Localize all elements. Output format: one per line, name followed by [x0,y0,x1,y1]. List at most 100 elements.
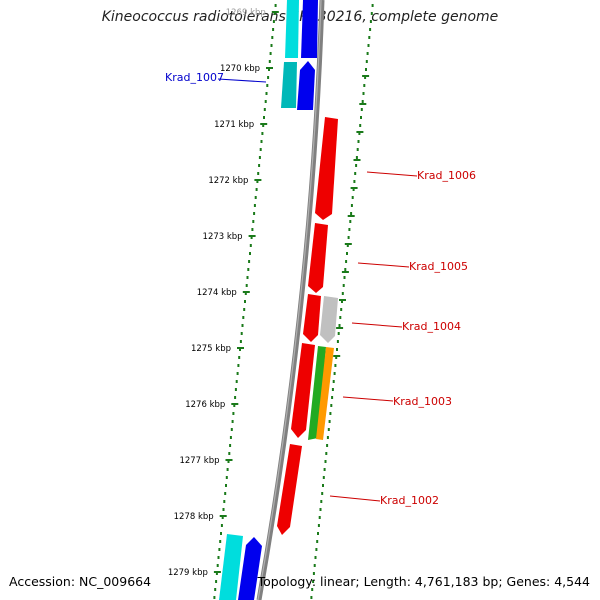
ruler-minor-tick [341,271,349,273]
gene-blue-bottom[interactable] [238,537,262,600]
ruler-dot [325,452,328,455]
ruler-dot [363,84,366,87]
leader-krad-1002 [329,495,381,502]
leader-krad-1006 [366,171,418,177]
ruler-dot [267,76,270,79]
ruler-major-tick [248,235,256,237]
ruler-dot [268,68,270,71]
gene-green-krad-1003[interactable] [308,346,326,440]
ruler-dot [336,348,338,351]
gene-blue-krad-1007[interactable] [297,61,315,110]
gene-orange-krad-1003[interactable] [316,347,334,440]
ruler-dot [238,356,241,359]
ruler-dot [318,516,321,519]
ruler-dot [229,444,232,447]
ruler-dot [222,508,225,511]
ruler-dot [248,260,251,263]
ruler-minor-tick [336,327,344,329]
ruler-dot [353,180,356,183]
ruler-dot [256,180,259,183]
gene-red-1004-a[interactable] [303,294,321,342]
ruler-dot [346,252,348,255]
ruler-dot [369,28,372,31]
kbp-tick-label: 1277 kbp [179,456,219,466]
gene-labels: Krad_1007 Krad_1006 Krad_1005 Krad_1004 … [165,71,476,507]
gene-label-krad-1004[interactable]: Krad_1004 [402,320,461,333]
ruler-dot [355,156,358,159]
ruler-dot [229,436,232,439]
ruler-dot [244,292,247,295]
ruler-dot [230,428,233,431]
ruler-minor-tick [362,75,370,77]
ruler-major-tick [237,347,244,349]
ruler-dot [242,316,245,319]
genome-title: Kineococcus radiotolerans SRS30216, comp… [101,9,499,25]
ruler-dot [317,524,320,527]
gene-krad-1005[interactable] [308,223,328,293]
ruler-dot [250,236,253,239]
kbp-tick-label: 1276 kbp [185,400,225,410]
ruler-dot [330,404,333,407]
ruler-dot [253,204,256,207]
ruler-dot [321,492,324,495]
ruler-dot [253,212,256,215]
ruler-dot [268,60,271,63]
ruler-dot [225,476,228,479]
ruler-dot [317,532,319,535]
ruler-dot [349,220,352,223]
ruler-minor-tick [350,187,358,189]
ruler-dot [217,556,220,559]
gene-label-krad-1006[interactable]: Krad_1006 [417,169,476,182]
kbp-tick-label: 1274 kbp [197,288,237,298]
ruler-dot [214,588,217,591]
gene-krad-1004[interactable] [320,296,338,343]
leader-krad-1004 [351,322,403,328]
gene-krad-1002[interactable] [277,444,302,535]
gene-blue-top-1[interactable] [301,0,318,58]
ruler-dot [360,116,362,119]
ruler-dot [358,132,361,135]
ruler-dot [258,164,261,167]
ruler-dot [224,492,227,495]
ruler-dot [216,564,219,567]
ruler-dot [354,172,357,175]
gene-cyan-bottom[interactable] [219,534,243,600]
ruler-dot [337,332,340,335]
gene-cyan-top-2[interactable] [281,62,297,108]
ruler-dot [244,300,246,303]
ruler-dot [313,564,316,567]
gene-label-krad-1005[interactable]: Krad_1005 [409,260,468,273]
ruler-dot [320,500,323,503]
gene-red-1003-a[interactable] [291,343,315,438]
gene-label-krad-1007[interactable]: Krad_1007 [165,71,224,84]
ruler-dot [340,308,343,311]
ruler-dot [226,468,229,471]
gene-leader-lines [217,78,418,502]
gene-cyan-top-1[interactable] [285,0,299,58]
ruler-dot [329,412,332,415]
ruler-dot [333,372,336,375]
ruler-dot [246,276,249,279]
ruler-dot [240,332,243,335]
ruler-dot [338,324,341,327]
ruler-dot [254,196,257,199]
ruler-dot [343,276,346,279]
gene-label-krad-1002[interactable]: Krad_1002 [380,494,439,507]
ruler-dot [367,44,370,47]
ruler-dot [255,188,258,191]
ruler-dot [360,108,363,111]
ruler-dot [257,172,260,175]
ruler-minor-tick [333,355,341,357]
ruler-dot [260,140,263,143]
ruler-dot [322,484,324,487]
ruler-dot [327,428,330,431]
ruler-dot [251,228,254,231]
gene-krad-1006[interactable] [315,117,338,220]
kbp-tick-label: 1272 kbp [208,176,248,186]
gene-label-krad-1003[interactable]: Krad_1003 [393,395,452,408]
ruler-dot [370,12,373,15]
ruler-dot [266,84,269,87]
ruler-major-tick [271,11,279,13]
ruler-dot [314,556,317,559]
topology-label: Topology: linear; Length: 4,761,183 bp; … [257,574,590,589]
